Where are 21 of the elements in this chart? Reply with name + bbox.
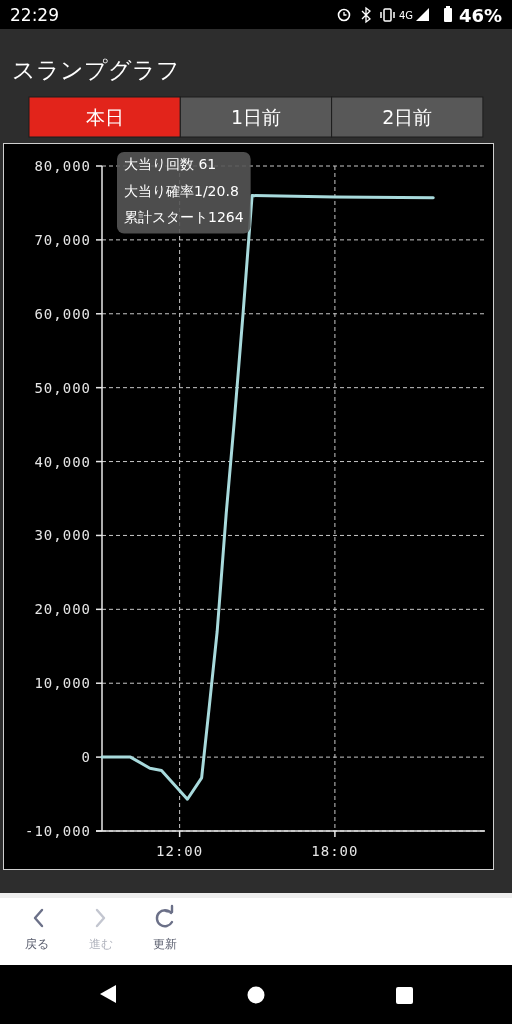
y-tick-label: -10,000 — [24, 823, 91, 839]
y-tick-label: 20,000 — [34, 601, 91, 618]
y-tick-label: 70,000 — [34, 231, 91, 248]
annotation: 大当り確率1/20.8 — [124, 182, 239, 199]
tooltip: 大当り回数 61 大当り確率1/20.8 累計スタート1264 — [117, 152, 251, 234]
y-tick-label: 80,000 — [34, 158, 91, 174]
status-battery: 46% — [458, 5, 502, 26]
status-time: 22:29 — [10, 5, 59, 25]
x-tick-label: 12:00 — [156, 843, 204, 859]
status-network: 4G — [399, 10, 414, 21]
y-tick-label: 60,000 — [34, 305, 91, 322]
title: スランプグラフ — [12, 57, 180, 83]
x-tick-label: 18:00 — [311, 843, 359, 859]
y-tick-label: 30,000 — [34, 527, 91, 544]
y-tick-label: 10,000 — [34, 675, 91, 692]
y-tick-label: 40,000 — [34, 453, 91, 470]
annotation: 大当り回数 61 — [124, 156, 217, 172]
chart: -10,000 0 10,000 20,000 30,000 40,000 50,000 60,000 70,000 80,000 12:00 18:00 大当り回数 61 大当り確率1/20.8 累計スタート1264 — [3, 143, 494, 870]
annotation: 累計スタート1264 — [124, 209, 244, 225]
y-tick-label: 50,000 — [34, 379, 91, 396]
y-tick-label: 0 — [81, 749, 91, 766]
